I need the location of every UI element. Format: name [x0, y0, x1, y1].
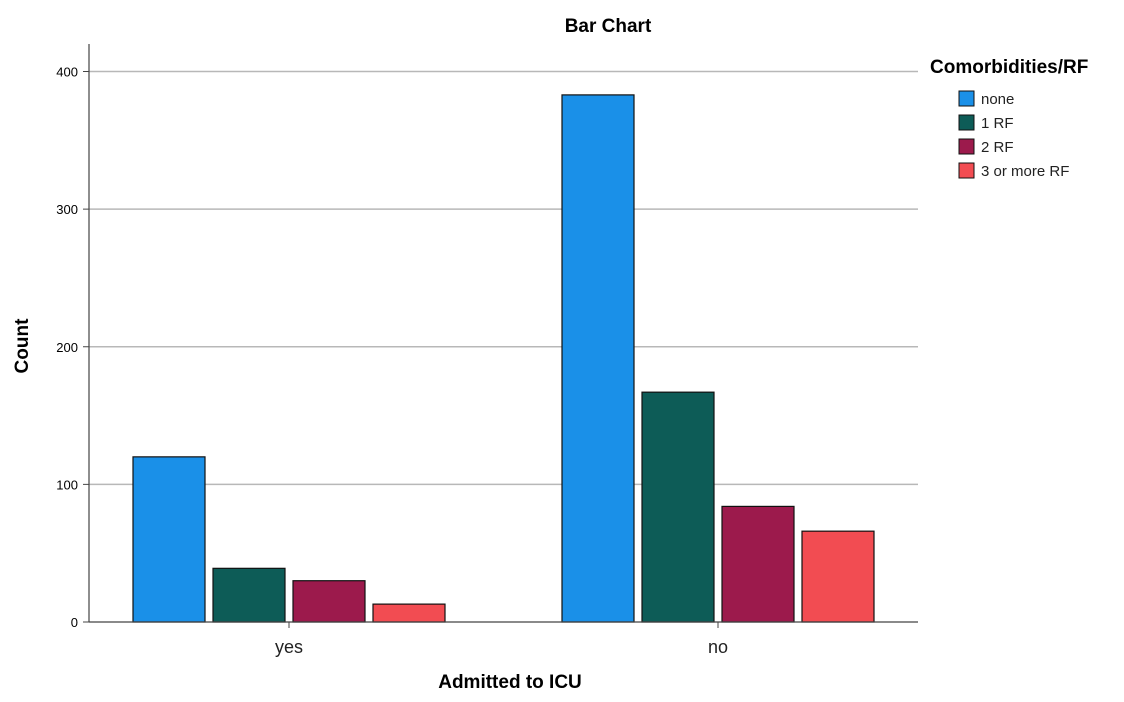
x-category-labels: yes no [275, 637, 728, 657]
bar-yes-none [133, 457, 205, 622]
y-tick-label: 400 [56, 65, 78, 80]
y-tick-label: 100 [56, 477, 78, 492]
bar-no-3-or-more-rf [802, 531, 874, 622]
x-axis-title: Admitted to ICU [438, 672, 582, 693]
legend-label: 2 RF [981, 139, 1014, 156]
bar-yes-1-rf [213, 568, 285, 622]
chart-title: Bar Chart [565, 16, 652, 37]
legend-swatch [959, 163, 974, 178]
y-tick-label: 0 [71, 615, 78, 630]
y-tick-label: 200 [56, 340, 78, 355]
bars [133, 95, 874, 622]
x-category-label: yes [275, 637, 303, 657]
legend: Comorbidities/RF none 1 RF 2 RF 3 or more R… [930, 57, 1088, 180]
legend-swatch [959, 139, 974, 154]
legend-label: none [981, 91, 1014, 108]
legend-swatch [959, 115, 974, 130]
bar-no-none [562, 95, 634, 622]
bar-yes-3-or-more-rf [373, 604, 445, 622]
bar-no-1-rf [642, 392, 714, 622]
y-tick-label: 300 [56, 202, 78, 217]
legend-label: 3 or more RF [981, 163, 1069, 180]
legend-items: none 1 RF 2 RF 3 or more RF [959, 91, 1069, 180]
legend-label: 1 RF [981, 115, 1014, 132]
bar-yes-2-rf [293, 581, 365, 622]
bar-no-2-rf [722, 506, 794, 622]
y-tick-labels: 0 100 200 300 400 [56, 65, 78, 631]
legend-title: Comorbidities/RF [930, 57, 1088, 78]
legend-swatch [959, 91, 974, 106]
y-axis-title: Count [12, 318, 33, 374]
x-category-label: no [708, 637, 728, 657]
